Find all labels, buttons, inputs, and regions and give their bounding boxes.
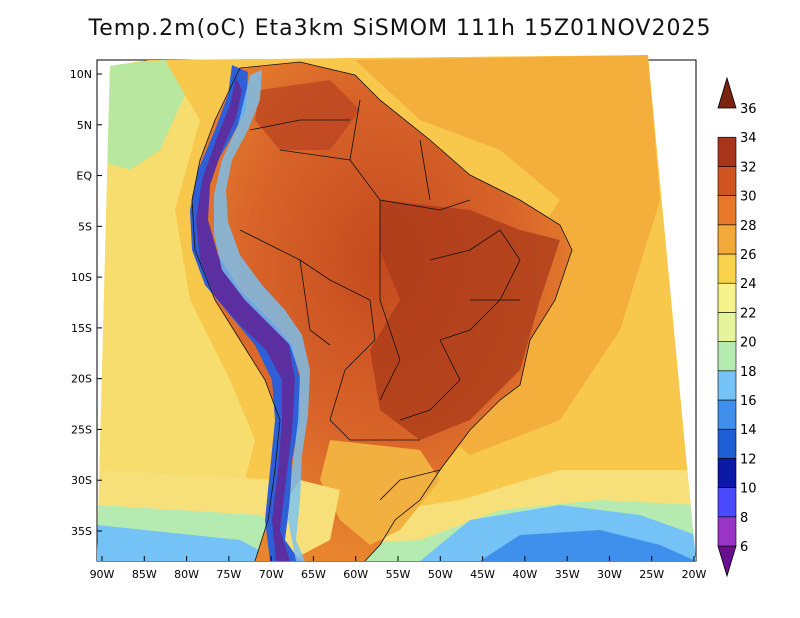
colorbar-swatch bbox=[717, 487, 737, 518]
colorbar-label: 28 bbox=[740, 219, 757, 234]
lon-tick-label: 70W bbox=[259, 568, 284, 581]
colorbar-swatch bbox=[717, 136, 737, 167]
lon-tick-label: 50W bbox=[428, 568, 453, 581]
lat-tick-label: 5N bbox=[77, 119, 92, 132]
colorbar-swatch bbox=[717, 399, 737, 430]
colorbar-swatch bbox=[717, 341, 737, 372]
lon-tick-label: 85W bbox=[132, 568, 157, 581]
lat-tick-label: 5S bbox=[78, 220, 92, 233]
land-south-warm bbox=[320, 440, 440, 545]
latitude-axis: 10N 5N EQ 5S 10S 15S 20S 25S 30S 35S bbox=[70, 68, 102, 538]
atlantic-warm bbox=[355, 55, 660, 455]
lon-tick-label: 25W bbox=[639, 568, 664, 581]
lon-tick-label: 20W bbox=[682, 568, 707, 581]
lat-tick-label: 25S bbox=[71, 423, 92, 436]
colorbar-label: 18 bbox=[740, 365, 757, 380]
colorbar-label: 10 bbox=[740, 482, 757, 497]
andes-cool-flank bbox=[214, 70, 310, 561]
colorbar-label: 14 bbox=[740, 423, 757, 438]
lat-tick-label: 30S bbox=[71, 474, 92, 487]
lat-tick-label: 15S bbox=[71, 322, 92, 335]
colorbar-label: 16 bbox=[740, 394, 757, 409]
colorbar-label: 32 bbox=[740, 160, 757, 175]
land-hot-core bbox=[370, 200, 560, 440]
colorbar-label: 34 bbox=[740, 131, 757, 146]
colorbar-label: 30 bbox=[740, 190, 757, 205]
colorbar-swatch bbox=[717, 312, 737, 342]
colorbar-swatch bbox=[717, 224, 737, 255]
colorbar-label: 20 bbox=[740, 336, 757, 351]
map-field bbox=[97, 55, 696, 561]
colorbar-swatch bbox=[717, 458, 737, 488]
lat-tick-label: 35S bbox=[71, 525, 92, 538]
lon-tick-label: 45W bbox=[470, 568, 495, 581]
colorbar: 6 8 10 12 14 16 18 20 22 24 26 28 30 32 34 36 bbox=[717, 76, 757, 578]
lon-tick-label: 35W bbox=[555, 568, 580, 581]
colorbar-label: 36 bbox=[740, 102, 757, 117]
pacific-cool-north bbox=[97, 60, 185, 170]
pacific-mid bbox=[97, 70, 255, 500]
political-boundaries bbox=[191, 61, 573, 561]
south-colder-east bbox=[480, 530, 696, 561]
colorbar-label: 8 bbox=[740, 511, 748, 526]
lat-tick-label: EQ bbox=[76, 170, 92, 183]
lon-tick-label: 65W bbox=[301, 568, 326, 581]
colorbar-swatch bbox=[717, 253, 737, 284]
colorbar-swatch bbox=[717, 516, 737, 547]
longitude-axis: 90W 85W 80W 75W 70W 65W 60W 55W 50W 45W 40W 35W 30W 2… bbox=[90, 556, 707, 581]
lon-tick-label: 90W bbox=[90, 568, 115, 581]
south-cold-west bbox=[97, 525, 280, 561]
colorbar-arrow-low bbox=[717, 545, 737, 578]
colorbar-label: 24 bbox=[740, 277, 757, 292]
lon-tick-label: 55W bbox=[386, 568, 411, 581]
colorbar-swatch bbox=[717, 166, 737, 196]
colorbar-swatch bbox=[717, 195, 737, 226]
colorbar-label: 12 bbox=[740, 452, 757, 467]
lat-tick-label: 20S bbox=[71, 373, 92, 386]
lat-tick-label: 10N bbox=[70, 68, 92, 81]
colorbar-label: 22 bbox=[740, 306, 757, 321]
lon-tick-label: 60W bbox=[343, 568, 368, 581]
lon-tick-label: 75W bbox=[216, 568, 241, 581]
colorbar-swatch bbox=[717, 428, 737, 459]
colorbar-label: 26 bbox=[740, 248, 757, 263]
colorbar-swatch bbox=[717, 370, 737, 401]
land-hot-north bbox=[255, 80, 360, 150]
andes-coldest-core bbox=[196, 78, 295, 561]
lon-tick-label: 40W bbox=[512, 568, 537, 581]
colorbar-swatch bbox=[717, 282, 737, 313]
lon-tick-label: 30W bbox=[597, 568, 622, 581]
colorbar-arrow-high bbox=[717, 76, 737, 109]
map-title: Temp.2m(oC) Eta3km SiSMOM 111h 15Z01NOV2… bbox=[88, 16, 712, 41]
lon-tick-label: 80W bbox=[174, 568, 199, 581]
colorbar-label: 6 bbox=[740, 540, 748, 555]
lat-tick-label: 10S bbox=[71, 271, 92, 284]
